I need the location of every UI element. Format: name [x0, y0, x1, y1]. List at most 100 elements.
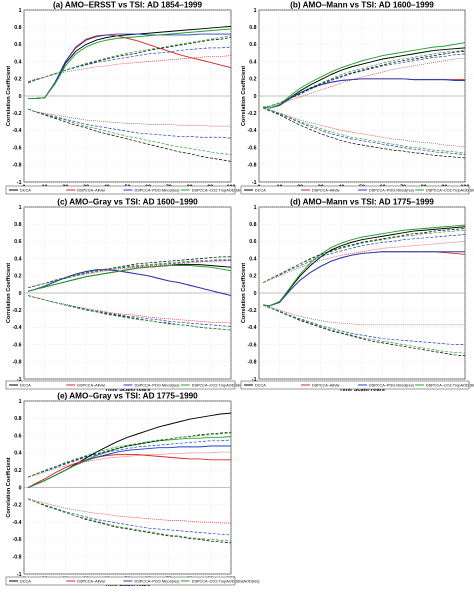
legend-label: DSPCCA–PDO.Nino3(res) [369, 383, 415, 387]
y-tick-label: 0.2 [14, 77, 21, 83]
legend-box [5, 185, 236, 195]
legend-label: DCCA [255, 383, 266, 387]
legend-label: DSPCCA–AllVar [77, 188, 106, 192]
legend: DCCA DSPCCA–AllVar DSPCCA–PDO.Nino3(res) DS… [240, 380, 474, 390]
legend-label: DSPCCA–CO2.TropAOD.StratAOD(res) [192, 188, 261, 192]
y-tick-label: 1 [19, 205, 22, 211]
y-tick-label: 0.6 [14, 239, 21, 245]
legend: DCCA DSPCCA–AllVar DSPCCA–PDO.Nino3(res) DS… [5, 185, 261, 195]
series-line [28, 295, 232, 331]
series-line [263, 224, 466, 307]
series-line [263, 53, 466, 108]
legend-label: DCCA [20, 579, 31, 583]
series-line [28, 108, 231, 127]
y-tick-label: 0.8 [249, 222, 256, 228]
legend-box [240, 380, 470, 390]
legend-label: DSPCCA–AllVar [77, 383, 106, 387]
series-line [262, 241, 466, 284]
y-tick-label: 0.2 [249, 77, 256, 83]
y-tick-label: -0.6 [13, 537, 22, 543]
series-line [28, 46, 232, 83]
legend: DCCA DSPCCA–AllVar DSPCCA–PDO.Nino3(res) DS… [240, 185, 474, 195]
y-tick-label: 1 [19, 8, 22, 14]
y-tick-label: -0.8 [13, 555, 22, 561]
legend-label: DSPCCA–PDO.Nino3(res) [135, 188, 181, 192]
y-tick-label: -0.6 [13, 342, 22, 348]
series-line [28, 259, 231, 289]
legend-label: DSPCCA–CO2.TropAOD.StratAOD(res) [426, 188, 474, 192]
chart-title: (c) AMO–Gray vs TSI: AD 1600–1990 [57, 198, 198, 207]
y-axis-label: Correlation Coefficient [6, 263, 12, 323]
series-line [262, 304, 465, 345]
legend-label: DSPCCA–AllVar [77, 579, 106, 583]
legend: DCCA DSPCCA–AllVar DSPCCA–PDO.Nino3(res) DS… [5, 576, 260, 586]
y-tick-label: -0.2 [13, 503, 22, 509]
series-line [28, 108, 232, 155]
panel-5: 0102030405060708090100-1-0.8-0.6-0.4-0.2… [5, 392, 260, 588]
series-line [27, 454, 231, 488]
panel-2: 0102030405060708090100-1-0.8-0.6-0.4-0.2… [240, 1, 474, 196]
series-line [262, 304, 466, 354]
panel-1: 0102030405060708090100-1-0.8-0.6-0.4-0.2… [5, 1, 261, 196]
y-tick-label: 0 [254, 94, 257, 100]
legend-label: DCCA [20, 188, 31, 192]
series-line [263, 251, 465, 307]
y-tick-label: -1 [17, 377, 22, 383]
y-tick-label: -0.2 [13, 308, 22, 314]
series-line [28, 28, 232, 100]
y-tick-label: 1 [254, 205, 257, 211]
legend-label: DSPCCA–PDO.Nino3(res) [135, 383, 181, 387]
series-line [28, 498, 232, 542]
series-line [263, 50, 466, 108]
chart-title: (b) AMO–Mann vs TSI: AD 1600–1999 [290, 1, 434, 10]
legend-box [240, 185, 470, 195]
series-line [28, 55, 232, 82]
y-tick-label: -1 [17, 572, 22, 578]
y-tick-label: 0 [19, 94, 22, 100]
y-tick-label: -0.4 [248, 128, 257, 134]
y-tick-label: 0.8 [249, 25, 256, 31]
y-tick-label: 0.6 [14, 433, 21, 439]
series-line [28, 498, 232, 536]
y-tick-label: 0.4 [249, 59, 256, 65]
series-line [28, 269, 232, 297]
y-tick-label: -0.8 [13, 163, 22, 169]
panel-3: 0102030405060708090100-1-0.8-0.6-0.4-0.2… [5, 198, 260, 393]
y-tick-label: 0.2 [14, 468, 21, 474]
legend-box [5, 380, 236, 390]
series-line [28, 108, 232, 139]
series-line [28, 108, 232, 162]
y-tick-label: -1 [252, 377, 257, 383]
series-line [263, 42, 466, 109]
series-line [262, 107, 466, 159]
series-line [28, 35, 232, 84]
y-tick-label: -0.2 [248, 308, 257, 314]
y-tick-label: 0.4 [14, 451, 21, 457]
series-line [263, 47, 466, 109]
y-tick-label: 0.4 [249, 256, 256, 262]
series-line [262, 234, 466, 283]
legend-label: DSPCCA–PDO.Nino3(res) [135, 579, 181, 583]
series-line [263, 107, 466, 148]
series-line [28, 432, 232, 478]
series-line [262, 229, 466, 283]
y-tick-label: 0 [254, 291, 257, 297]
series-line [28, 256, 231, 289]
series-line [263, 226, 466, 307]
chart-title: (a) AMO–ERSST vs TSI: AD 1854–1999 [53, 1, 203, 10]
panel-4: 0102030405060708090100-1-0.8-0.6-0.4-0.2… [240, 198, 474, 393]
y-axis-label: Correlation Coefficient [241, 263, 247, 323]
chart-title: (d) AMO–Mann vs TSI: AD 1775–1999 [290, 198, 434, 207]
y-tick-label: -0.6 [248, 342, 257, 348]
y-tick-label: 0 [19, 291, 22, 297]
y-tick-label: 0.2 [14, 274, 21, 280]
y-tick-label: 0.8 [14, 25, 21, 31]
y-tick-label: 0.8 [14, 416, 21, 422]
series-line [28, 295, 232, 327]
y-tick-label: -0.4 [13, 128, 22, 134]
y-tick-label: 0.4 [14, 59, 21, 65]
y-tick-label: -0.6 [13, 145, 22, 151]
y-tick-label: -0.6 [248, 145, 257, 151]
y-axis-label: Correlation Coefficient [241, 66, 247, 126]
